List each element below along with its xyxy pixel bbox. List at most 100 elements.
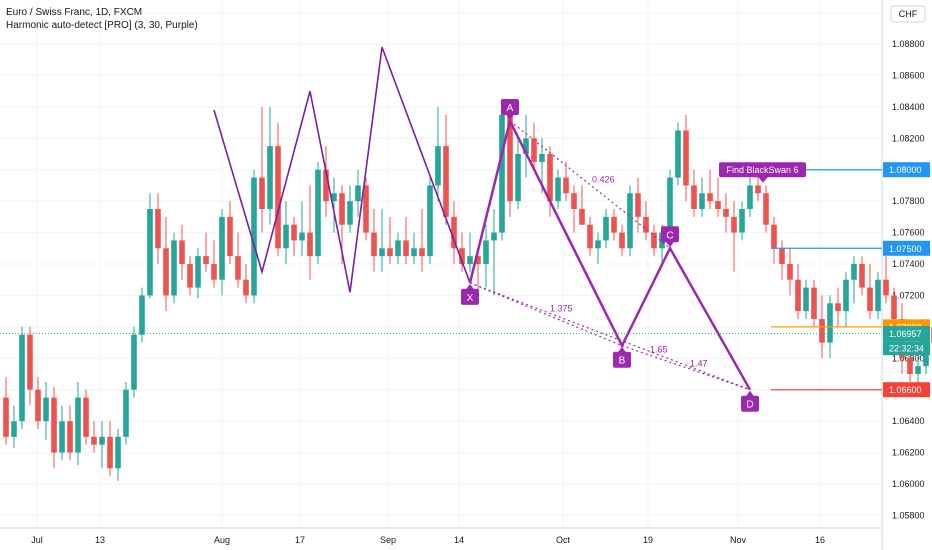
candle bbox=[3, 377, 9, 445]
candle-body bbox=[43, 397, 49, 422]
candle-body bbox=[827, 303, 833, 343]
candle bbox=[371, 209, 377, 272]
candle-body bbox=[307, 232, 313, 257]
candle bbox=[307, 185, 313, 280]
symbol-title: Euro / Swiss Franc, 1D, FXCM bbox=[6, 7, 143, 18]
candle bbox=[867, 264, 873, 319]
candle bbox=[835, 287, 841, 327]
currency-label: CHF bbox=[890, 5, 926, 23]
candle bbox=[227, 201, 233, 264]
annotation-text: Find BlackSwan 6 bbox=[726, 165, 798, 175]
candle bbox=[235, 232, 241, 288]
pattern-point-x: X bbox=[461, 283, 479, 305]
point-marker-tip bbox=[466, 283, 474, 290]
candle-body bbox=[123, 389, 129, 437]
pattern-ratio-line bbox=[509, 120, 671, 249]
candle-body bbox=[451, 216, 457, 249]
candle bbox=[707, 169, 713, 209]
pattern-point-a: A bbox=[501, 99, 519, 120]
candle-body bbox=[699, 193, 705, 209]
candle bbox=[243, 264, 249, 304]
candle-body bbox=[347, 201, 353, 225]
candle-body bbox=[27, 334, 33, 390]
candle bbox=[691, 169, 697, 217]
candle bbox=[475, 248, 481, 296]
candle-body bbox=[619, 232, 625, 249]
point-marker-tip bbox=[746, 390, 754, 397]
candle bbox=[435, 106, 441, 202]
time-tick-label: 16 bbox=[815, 535, 825, 545]
point-marker-label: B bbox=[619, 356, 626, 367]
candle bbox=[291, 216, 297, 257]
candle-body bbox=[811, 287, 817, 319]
candle-body bbox=[75, 397, 81, 453]
candle-body bbox=[179, 240, 185, 264]
candle bbox=[387, 216, 393, 264]
candle bbox=[595, 232, 601, 264]
annotation-tip bbox=[758, 176, 768, 183]
candle bbox=[451, 201, 457, 264]
candle bbox=[203, 232, 209, 272]
candle bbox=[99, 421, 105, 469]
candle-body bbox=[579, 209, 585, 225]
candle-body bbox=[459, 248, 465, 264]
point-marker-box bbox=[461, 288, 479, 305]
price-tick-label: 1.08200 bbox=[892, 133, 925, 143]
candle bbox=[363, 177, 369, 241]
candle-body bbox=[107, 436, 113, 469]
candle bbox=[195, 248, 201, 299]
candle bbox=[683, 114, 689, 202]
time-tick-label: Jul bbox=[31, 535, 43, 545]
candle bbox=[627, 185, 633, 257]
candle-body bbox=[243, 279, 249, 296]
candle bbox=[323, 146, 329, 217]
candle bbox=[19, 326, 25, 429]
candle-body bbox=[595, 240, 601, 249]
candle bbox=[643, 201, 649, 241]
candle bbox=[299, 201, 305, 257]
candle-body bbox=[291, 224, 297, 241]
pattern-ratio-line bbox=[469, 282, 751, 391]
candle bbox=[603, 209, 609, 249]
candle-body bbox=[571, 193, 577, 209]
candle-body bbox=[219, 216, 225, 280]
candle bbox=[139, 287, 145, 343]
price-tick-label: 1.07600 bbox=[892, 228, 925, 238]
candle-body bbox=[763, 193, 769, 225]
candle bbox=[715, 177, 721, 217]
countdown-text: 22:32:34 bbox=[889, 344, 924, 354]
candle-body bbox=[419, 248, 425, 257]
candle bbox=[803, 279, 809, 319]
candle-body bbox=[259, 177, 265, 209]
candle-body bbox=[747, 185, 753, 209]
candle-body bbox=[563, 177, 569, 194]
point-marker-tip bbox=[506, 114, 514, 120]
point-marker-label: A bbox=[507, 103, 514, 114]
candle bbox=[763, 185, 769, 233]
candle-body bbox=[795, 279, 801, 312]
candle-body bbox=[427, 185, 433, 257]
level-tag-text: 1.08000 bbox=[889, 165, 922, 175]
candle-body bbox=[387, 248, 393, 257]
candle-body bbox=[779, 248, 785, 264]
candle-body bbox=[67, 421, 73, 453]
candle bbox=[187, 256, 193, 296]
candle-body bbox=[467, 256, 473, 264]
candle-body bbox=[539, 154, 545, 162]
time-tick-label: 14 bbox=[454, 535, 464, 545]
candle bbox=[851, 256, 857, 304]
candle bbox=[443, 114, 449, 225]
candle-body bbox=[611, 216, 617, 233]
candle-body bbox=[851, 264, 857, 280]
candle-body bbox=[867, 287, 873, 312]
candle-body bbox=[195, 256, 201, 288]
candle bbox=[147, 193, 153, 299]
price-tick-label: 1.08400 bbox=[892, 102, 925, 112]
candle-body bbox=[587, 224, 593, 249]
candle-body bbox=[59, 421, 65, 453]
price-tick-label: 1.05800 bbox=[892, 510, 925, 520]
candle bbox=[171, 232, 177, 304]
